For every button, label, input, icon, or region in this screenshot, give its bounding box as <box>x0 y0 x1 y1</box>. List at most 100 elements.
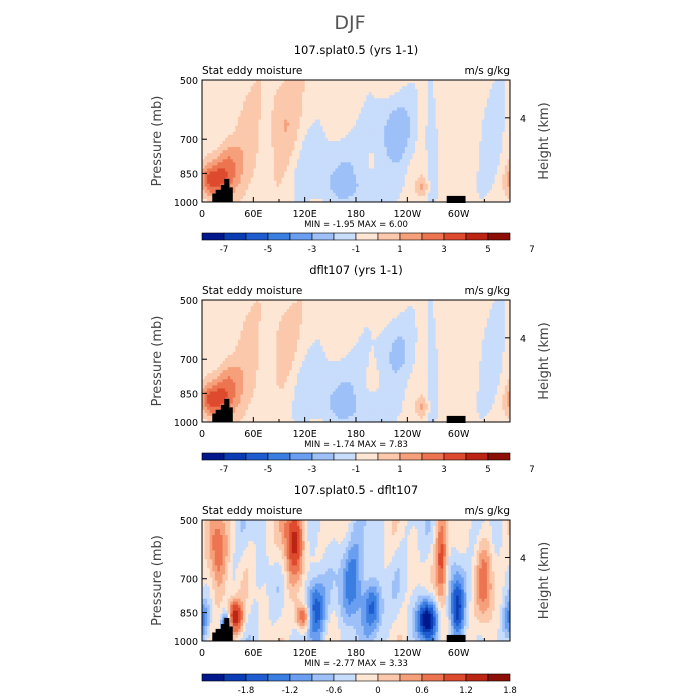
field-cell <box>312 92 316 96</box>
field-cell <box>448 144 452 148</box>
field-cell <box>404 168 408 172</box>
field-cell <box>409 186 413 191</box>
field-cell <box>504 92 508 96</box>
field-cell <box>412 98 416 102</box>
field-cell <box>243 98 247 102</box>
field-cell <box>312 183 316 188</box>
field-cell <box>450 128 454 133</box>
field-cell <box>350 183 354 188</box>
field-cell <box>440 150 444 154</box>
field-cell <box>235 162 239 166</box>
field-cell <box>325 189 329 194</box>
field-cell <box>255 198 259 203</box>
field-cell <box>433 107 436 111</box>
field-cell <box>296 192 300 197</box>
field-cell <box>243 83 247 87</box>
field-cell <box>415 198 418 203</box>
field-cell <box>284 89 288 93</box>
field-cell <box>253 134 257 139</box>
field-cell <box>394 171 398 175</box>
field-cell <box>338 171 341 175</box>
field-cell <box>332 186 336 191</box>
field-cell <box>425 192 429 197</box>
field-cell <box>373 300 377 304</box>
field-cell <box>412 107 416 111</box>
field-cell <box>397 192 401 197</box>
field-cell <box>415 141 418 145</box>
field-cell <box>327 80 331 84</box>
field-cell <box>494 101 498 105</box>
field-cell <box>248 80 252 84</box>
field-cell <box>250 141 254 145</box>
field-cell <box>494 137 498 142</box>
field-cell <box>435 101 439 105</box>
field-cell <box>253 98 257 102</box>
field-cell <box>245 80 249 84</box>
field-cell <box>299 119 303 124</box>
field-cell <box>435 150 439 154</box>
field-cell <box>255 89 259 93</box>
field-cell <box>445 150 449 154</box>
field-cell <box>497 95 501 99</box>
field-cell <box>307 144 311 148</box>
field-cell <box>268 86 272 90</box>
field-cell <box>284 104 288 108</box>
field-cell <box>502 83 506 87</box>
field-cell <box>286 80 290 84</box>
field-cell <box>443 128 447 133</box>
field-cell <box>332 162 336 166</box>
field-cell <box>422 174 426 178</box>
field-cell <box>289 195 293 200</box>
field-cell <box>235 110 239 114</box>
field-cell <box>209 183 213 188</box>
field-cell <box>345 89 349 93</box>
field-cell <box>443 101 447 105</box>
field-cell <box>268 159 272 163</box>
field-cell <box>435 147 439 151</box>
field-cell <box>356 144 359 148</box>
field-cell <box>489 137 493 142</box>
field-cell <box>353 183 357 188</box>
field-cell <box>479 171 483 175</box>
field-cell <box>371 104 375 108</box>
field-cell <box>243 177 247 182</box>
field-cell <box>433 144 436 148</box>
field-cell <box>261 171 264 175</box>
field-cell <box>320 116 324 121</box>
field-cell <box>453 137 457 142</box>
field-cell <box>443 122 447 127</box>
field-cell <box>358 168 362 172</box>
field-cell <box>245 156 249 160</box>
field-cell <box>232 128 236 133</box>
field-cell <box>214 137 218 142</box>
field-cell <box>381 119 385 124</box>
field-cell <box>371 137 375 142</box>
field-cell <box>261 159 264 163</box>
field-cell <box>291 80 295 84</box>
field-cell <box>248 168 252 172</box>
field-cell <box>304 189 308 194</box>
field-cell <box>458 171 462 175</box>
field-cell <box>296 174 300 178</box>
field-cell <box>427 131 431 136</box>
field-cell <box>317 107 321 111</box>
field-cell <box>402 162 406 166</box>
field-cell <box>266 156 270 160</box>
field-cell <box>225 137 229 142</box>
field-cell <box>450 141 454 145</box>
field-cell <box>468 107 472 111</box>
field-cell <box>340 150 344 154</box>
field-cell <box>476 192 480 197</box>
field-cell <box>412 92 416 96</box>
field-cell <box>296 186 300 191</box>
field-cell <box>296 128 300 133</box>
field-cell <box>294 101 298 105</box>
field-cell <box>338 168 341 172</box>
field-cell <box>376 128 380 133</box>
field-label: Stat eddy moisture <box>202 65 302 77</box>
field-cell <box>202 198 205 203</box>
field-cell <box>302 110 306 114</box>
field-cell <box>261 116 264 121</box>
field-cell <box>384 198 388 203</box>
field-cell <box>299 156 303 160</box>
